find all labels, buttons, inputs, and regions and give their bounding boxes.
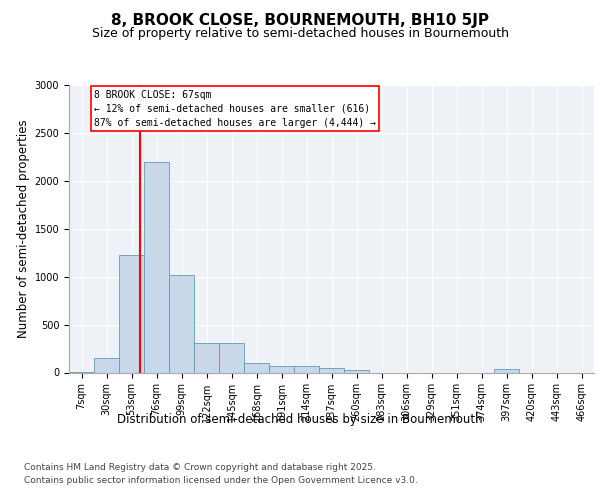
Bar <box>169 275 194 372</box>
Bar <box>94 358 119 372</box>
Bar <box>344 370 369 372</box>
Text: 8, BROOK CLOSE, BOURNEMOUTH, BH10 5JP: 8, BROOK CLOSE, BOURNEMOUTH, BH10 5JP <box>111 12 489 28</box>
Bar <box>244 363 269 372</box>
Text: Contains HM Land Registry data © Crown copyright and database right 2025.: Contains HM Land Registry data © Crown c… <box>24 462 376 471</box>
Bar <box>144 162 169 372</box>
Text: Distribution of semi-detached houses by size in Bournemouth: Distribution of semi-detached houses by … <box>117 412 483 426</box>
Text: 8 BROOK CLOSE: 67sqm
← 12% of semi-detached houses are smaller (616)
87% of semi: 8 BROOK CLOSE: 67sqm ← 12% of semi-detac… <box>94 90 376 128</box>
Bar <box>294 366 319 372</box>
Text: Size of property relative to semi-detached houses in Bournemouth: Size of property relative to semi-detach… <box>91 28 509 40</box>
Bar <box>194 343 219 372</box>
Text: Contains public sector information licensed under the Open Government Licence v3: Contains public sector information licen… <box>24 476 418 485</box>
Bar <box>319 368 344 372</box>
Bar <box>269 366 294 372</box>
Bar <box>219 343 244 372</box>
Bar <box>494 368 519 372</box>
Bar <box>119 254 144 372</box>
Y-axis label: Number of semi-detached properties: Number of semi-detached properties <box>17 120 31 338</box>
